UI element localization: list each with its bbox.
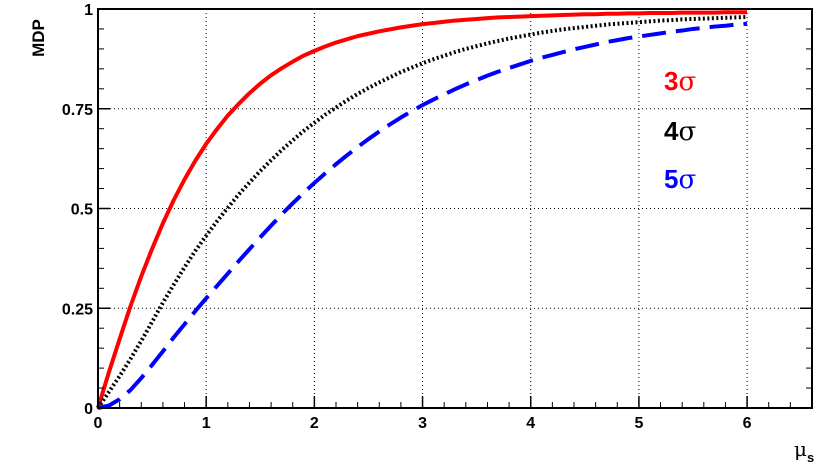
x-tick-label: 5 <box>634 415 643 432</box>
tick-labels: 0 1 2 3 4 5 6 0 0.25 0.5 0.75 1 <box>62 2 752 432</box>
x-tick-label: 2 <box>310 415 319 432</box>
x-axis-title-sub: s <box>807 450 814 465</box>
curves <box>96 10 748 410</box>
y-axis-title: MDP <box>29 19 48 57</box>
y-tick-label: 0.5 <box>71 202 93 219</box>
axis-ticks <box>97 8 813 409</box>
legend-entry-0: 3σ <box>664 66 696 97</box>
y-tick-label: 0 <box>84 401 93 418</box>
y-tick-label: 1 <box>84 2 93 19</box>
x-tick-label: 1 <box>202 415 211 432</box>
legend-label-sigma: σ <box>678 165 696 195</box>
x-tick-label: 6 <box>743 415 752 432</box>
legend-entry-1: 4σ <box>664 116 696 147</box>
series-line-0 <box>96 10 748 409</box>
legend-label-number: 4 <box>664 116 679 146</box>
legend-label-number: 5 <box>664 164 678 194</box>
legend-label-sigma: σ <box>678 117 696 147</box>
x-tick-label: 4 <box>526 415 535 432</box>
x-tick-label: 0 <box>94 415 103 432</box>
legend-label-sigma: σ <box>678 67 696 97</box>
legend-label-number: 3 <box>664 66 678 96</box>
y-tick-label: 0.25 <box>62 301 93 318</box>
legend-entry-2: 5σ <box>664 164 696 195</box>
x-axis-title-main: μ <box>794 437 807 461</box>
series-line-2 <box>97 21 748 410</box>
x-axis-title: μs <box>794 437 814 465</box>
x-tick-label: 3 <box>418 415 427 432</box>
series-line-1 <box>96 14 748 410</box>
grid-lines <box>98 9 812 408</box>
y-tick-label: 0.75 <box>62 102 93 119</box>
